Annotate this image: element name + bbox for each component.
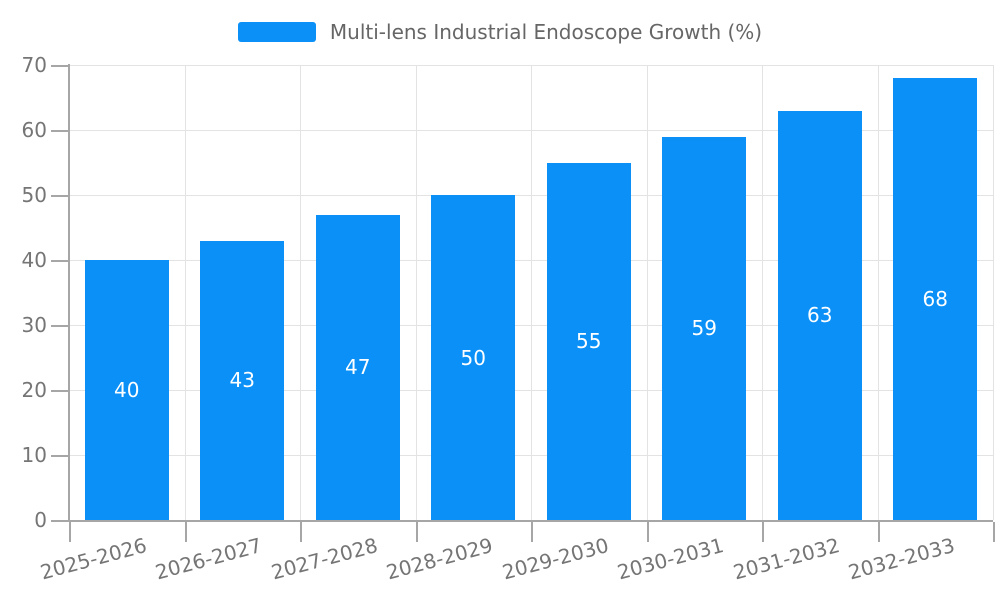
x-axis-tick	[69, 522, 71, 542]
x-axis-label: 2030-2031	[614, 533, 727, 585]
bar[interactable]	[431, 195, 516, 520]
x-axis-tick	[993, 522, 995, 542]
bar-value-label: 47	[345, 355, 371, 380]
x-axis-tick	[300, 522, 302, 542]
y-axis-label: 0	[34, 508, 47, 532]
y-axis-tick	[51, 65, 69, 67]
bar[interactable]	[546, 162, 631, 520]
gridline-vertical	[877, 65, 879, 520]
y-axis-tick	[51, 325, 69, 327]
gridline-vertical	[184, 65, 186, 520]
gridline-vertical	[531, 65, 532, 520]
y-axis-tick	[51, 520, 69, 522]
y-axis-tick	[51, 195, 69, 197]
legend-label: Multi-lens Industrial Endoscope Growth (…	[329, 20, 763, 44]
bar[interactable]	[200, 240, 285, 520]
x-axis-label: 2025-2026	[37, 533, 149, 585]
gridline-vertical	[646, 65, 648, 520]
y-axis-label: 10	[21, 443, 47, 467]
y-axis-tick	[51, 455, 69, 457]
x-axis-label: 2027-2028	[268, 533, 380, 585]
y-axis-tick	[51, 390, 69, 392]
x-axis-tick	[877, 522, 880, 542]
bar-value-label: 43	[229, 368, 255, 393]
x-axis-label: 2029-2030	[499, 533, 611, 585]
x-axis-label: 2028-2029	[383, 533, 496, 585]
y-axis-label: 20	[21, 378, 47, 402]
x-axis-line	[69, 520, 993, 522]
bar-value-label: 68	[922, 287, 948, 311]
gridline-vertical	[762, 65, 763, 520]
bar-value-label: 40	[114, 378, 140, 402]
gridline-vertical	[993, 65, 994, 520]
x-axis-label: 2026-2027	[152, 533, 265, 585]
y-axis-line	[68, 64, 70, 521]
y-axis-label: 30	[21, 313, 47, 337]
bar[interactable]	[84, 260, 169, 520]
y-axis-label: 70	[21, 53, 47, 77]
x-axis-tick	[184, 522, 187, 542]
y-axis-label: 40	[21, 248, 47, 272]
y-axis-tick	[51, 260, 69, 262]
gridline-vertical	[415, 65, 417, 520]
legend-swatch	[237, 22, 316, 42]
y-axis-tick	[51, 130, 69, 132]
x-axis-label: 2031-2032	[730, 533, 842, 585]
bar-value-label: 50	[460, 345, 486, 370]
x-axis-tick	[531, 522, 533, 542]
y-axis-label: 50	[21, 183, 47, 207]
x-axis-tick	[646, 522, 649, 542]
bar[interactable]	[777, 110, 862, 520]
x-axis-tick	[762, 522, 764, 542]
gridline-vertical	[300, 65, 301, 520]
y-axis-label: 60	[21, 118, 47, 142]
bar-value-label: 63	[807, 303, 833, 328]
legend[interactable]: Multi-lens Industrial Endoscope Growth (…	[0, 21, 1000, 43]
bar-value-label: 55	[576, 329, 602, 354]
x-axis-label: 2032-2033	[845, 533, 958, 585]
bar[interactable]	[893, 78, 978, 520]
bar[interactable]	[662, 136, 747, 520]
bar[interactable]	[315, 214, 400, 520]
bar-value-label: 59	[691, 316, 717, 341]
x-axis-tick	[415, 522, 418, 542]
